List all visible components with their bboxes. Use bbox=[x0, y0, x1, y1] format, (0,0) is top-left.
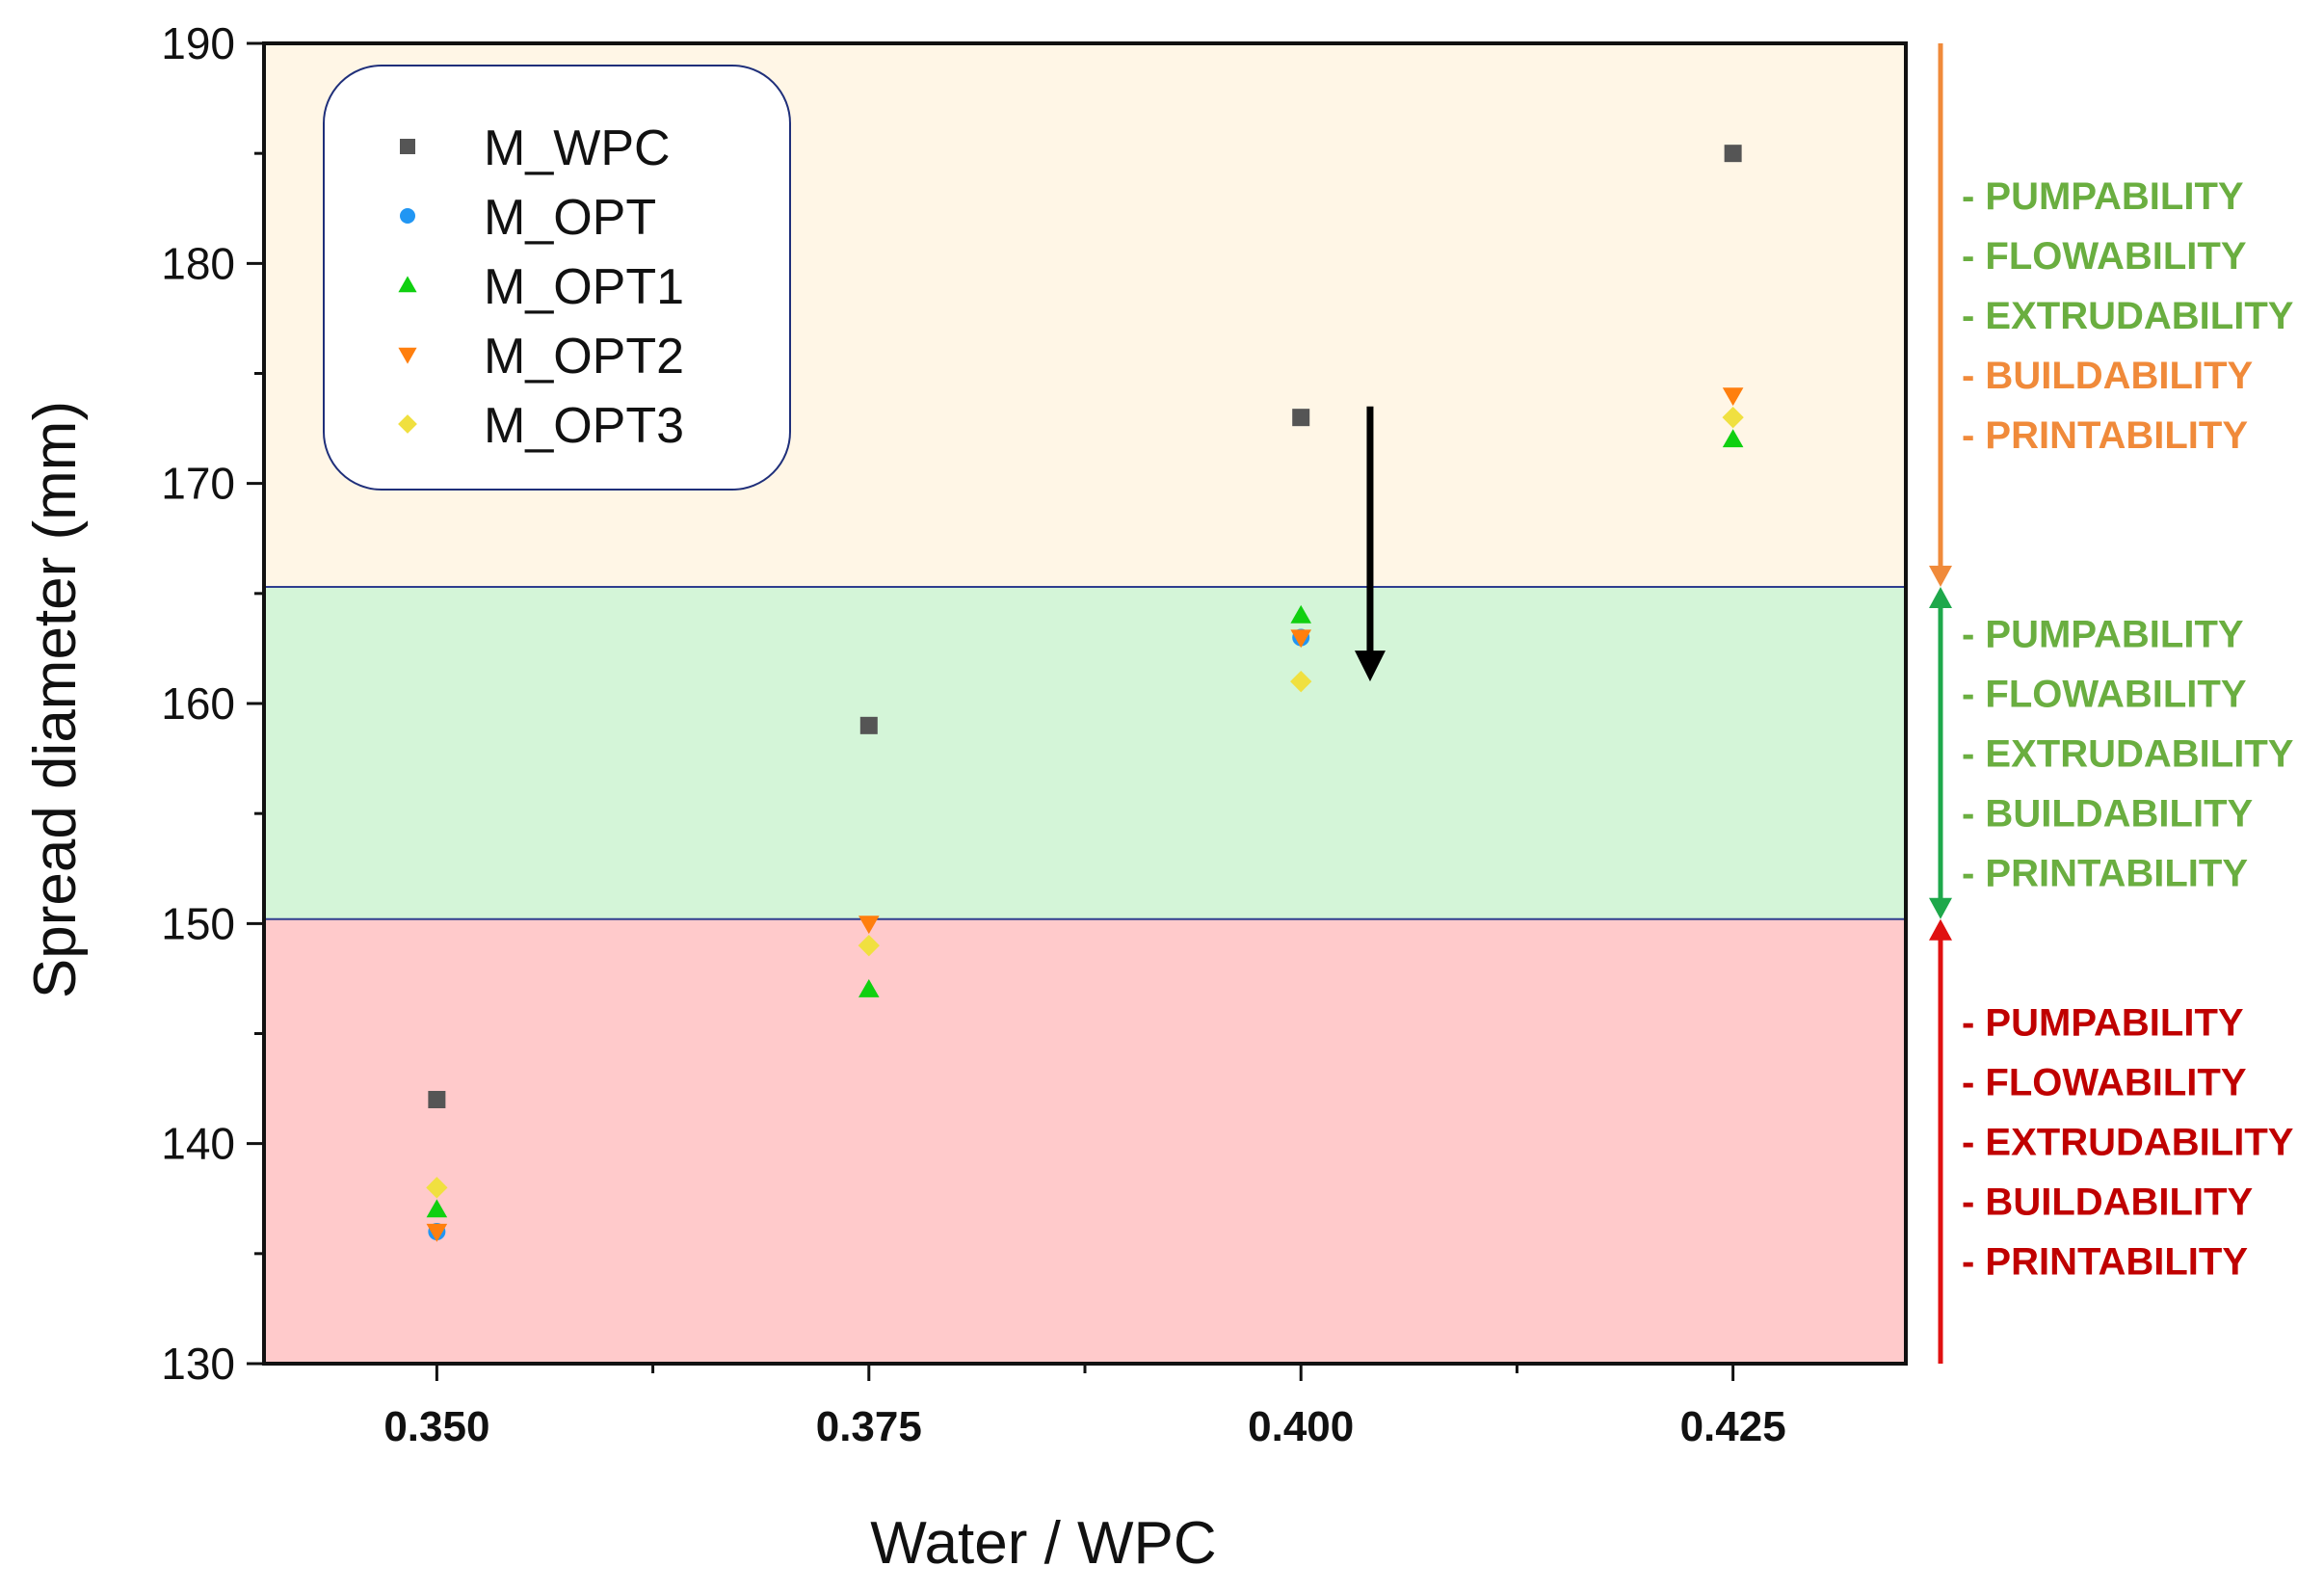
y-tick-label: 180 bbox=[161, 238, 235, 288]
legend-marker-m-opt1 bbox=[398, 276, 417, 293]
property-label: - FLOWABILITY bbox=[1962, 673, 2247, 715]
legend-label-m-wpc: M_WPC bbox=[484, 120, 671, 176]
point-m-opt2 bbox=[858, 916, 880, 935]
legend-label-m-opt3: M_OPT3 bbox=[484, 398, 684, 454]
point-m-opt2 bbox=[426, 1223, 448, 1242]
side-property-scale: - PUMPABILITY - FLOWABILITY - EXTRUDABILIT… bbox=[1929, 43, 2294, 1364]
y-axis-title: Spread diameter (mm) bbox=[22, 401, 89, 998]
side-arrowhead bbox=[1929, 586, 1952, 608]
legend-marker-m-opt bbox=[400, 208, 415, 224]
down-arrow-head bbox=[1354, 650, 1386, 682]
y-tick-label: 190 bbox=[161, 18, 235, 68]
y-tick-label: 170 bbox=[161, 459, 235, 509]
side-group-lower: - PUMPABILITY - FLOWABILITY - EXTRUDABILIT… bbox=[1929, 918, 2294, 1364]
legend-marker-m-opt2 bbox=[398, 347, 417, 364]
x-tick-label: 0.375 bbox=[816, 1403, 922, 1450]
legend-label-m-opt2: M_OPT2 bbox=[484, 329, 684, 385]
y-tick-label: 140 bbox=[161, 1119, 235, 1169]
point-m-opt2 bbox=[1290, 629, 1312, 649]
property-label: - BUILDABILITY bbox=[1962, 1181, 2254, 1223]
property-label: - PRINTABILITY bbox=[1962, 852, 2248, 894]
point-m-opt2 bbox=[1722, 387, 1744, 407]
property-label: - BUILDABILITY bbox=[1962, 355, 2254, 397]
side-group-upper: - PUMPABILITY - FLOWABILITY - EXTRUDABILIT… bbox=[1929, 43, 2294, 587]
series-m-opt1 bbox=[426, 429, 1744, 1218]
legend-marker-m-wpc bbox=[400, 139, 415, 154]
series-m-opt3 bbox=[426, 407, 1744, 1199]
property-label: - PRINTABILITY bbox=[1962, 1240, 2248, 1283]
x-tick-label: 0.350 bbox=[383, 1403, 489, 1450]
point-m-wpc bbox=[859, 716, 878, 734]
point-m-opt1 bbox=[1722, 429, 1744, 448]
property-label: - EXTRUDABILITY bbox=[1962, 732, 2294, 775]
property-label: - FLOWABILITY bbox=[1962, 235, 2247, 278]
y-axis: 130 140 150 160 170 180 190 bbox=[161, 18, 264, 1389]
region-bands bbox=[264, 43, 1906, 1364]
data-points bbox=[426, 145, 1744, 1242]
x-tick-label: 0.425 bbox=[1680, 1403, 1786, 1450]
property-label: - PUMPABILITY bbox=[1962, 175, 2244, 218]
property-label: - PUMPABILITY bbox=[1962, 1001, 2244, 1044]
x-axis-title: Water / WPC bbox=[870, 1510, 1216, 1577]
x-axis: 0.350 0.375 0.400 0.425 bbox=[383, 1364, 1786, 1450]
property-label: - PRINTABILITY bbox=[1962, 414, 2248, 457]
property-label: - EXTRUDABILITY bbox=[1962, 295, 2294, 337]
side-arrowhead bbox=[1929, 565, 1952, 587]
low-spread-zone bbox=[264, 918, 1906, 1364]
side-arrowhead bbox=[1929, 897, 1952, 919]
point-m-opt3 bbox=[426, 1177, 448, 1199]
series-m-wpc bbox=[428, 145, 1742, 1108]
annotations bbox=[1354, 406, 1386, 682]
y-tick-label: 150 bbox=[161, 898, 235, 948]
property-label: - FLOWABILITY bbox=[1962, 1061, 2247, 1103]
side-group-middle: - PUMPABILITY - FLOWABILITY - EXTRUDABILIT… bbox=[1929, 586, 2294, 919]
legend-marker-m-opt3 bbox=[398, 414, 417, 434]
y-tick-label: 130 bbox=[161, 1339, 235, 1389]
point-m-wpc bbox=[428, 1091, 446, 1108]
y-tick-label: 160 bbox=[161, 678, 235, 729]
point-m-opt1 bbox=[426, 1199, 448, 1218]
series-m-opt2 bbox=[426, 387, 1744, 1242]
side-arrowhead bbox=[1929, 918, 1952, 941]
point-m-opt3 bbox=[858, 935, 880, 957]
legend-label-m-opt1: M_OPT1 bbox=[484, 259, 684, 315]
point-m-opt1 bbox=[858, 979, 880, 997]
legend-box bbox=[323, 65, 791, 491]
point-m-opt1 bbox=[1290, 604, 1312, 624]
optimal-zone bbox=[264, 586, 1906, 919]
property-label: - EXTRUDABILITY bbox=[1962, 1121, 2294, 1163]
x-tick-label: 0.400 bbox=[1248, 1403, 1354, 1450]
point-m-wpc bbox=[1292, 409, 1310, 427]
property-label: - BUILDABILITY bbox=[1962, 792, 2254, 835]
point-m-wpc bbox=[1724, 145, 1742, 163]
point-m-opt3 bbox=[1722, 407, 1744, 429]
legend: M_WPC M_OPT M_OPT1 M_OPT2 M_OPT3 bbox=[323, 65, 791, 491]
point-m-opt3 bbox=[1290, 671, 1312, 693]
legend-label-m-opt: M_OPT bbox=[484, 190, 656, 246]
property-label: - PUMPABILITY bbox=[1962, 613, 2244, 655]
